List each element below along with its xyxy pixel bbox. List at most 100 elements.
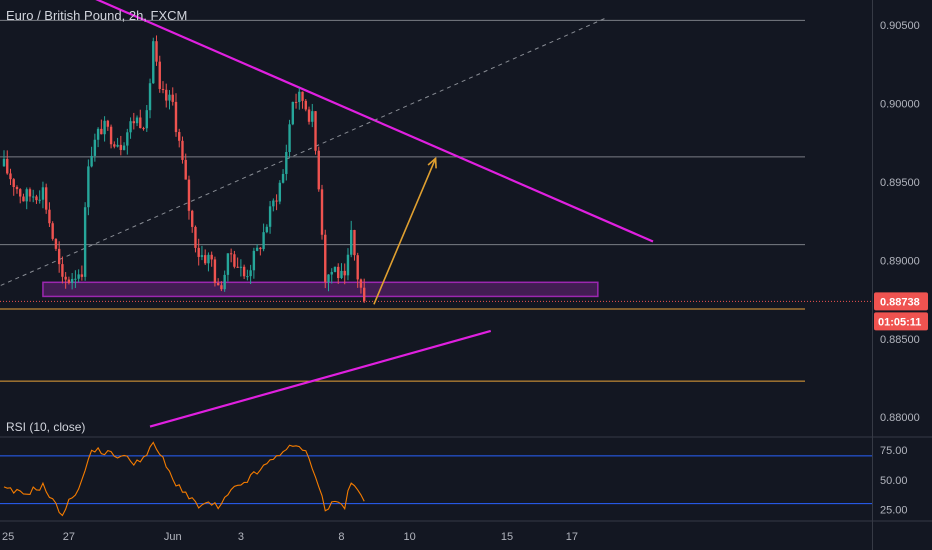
candle-body: [255, 247, 259, 251]
candle-body: [51, 223, 54, 239]
candle-body: [142, 128, 145, 130]
candle-body: [9, 173, 12, 180]
trendlines[interactable]: [0, 0, 654, 428]
candle-body: [148, 83, 152, 111]
candle-body: [301, 91, 304, 101]
candle-body: [57, 248, 61, 265]
projection-arrow[interactable]: [373, 156, 437, 305]
candle-body: [242, 266, 246, 277]
arrow-head: [427, 156, 437, 169]
candle-body: [178, 132, 181, 141]
candle-body: [113, 144, 116, 147]
time-tick-label: 3: [238, 531, 244, 543]
candle-body: [272, 200, 275, 207]
candle-body: [307, 109, 311, 122]
candle-body: [298, 91, 301, 103]
candle-body: [330, 271, 333, 275]
candle-body: [6, 158, 9, 174]
price-tick-label: 0.88500: [880, 334, 920, 346]
candle-body: [268, 206, 272, 227]
price-axis[interactable]: 0.90500 0.90000 0.89500 0.89000 0.88500 0.880…: [874, 20, 928, 424]
candle-body: [229, 253, 233, 255]
rsi-axis[interactable]: 75.00 50.00 25.00: [880, 445, 908, 517]
candle-body: [213, 259, 217, 284]
last-price-tag: [874, 292, 928, 311]
candle-body: [116, 144, 119, 147]
rsi-polyline: [3, 441, 365, 517]
candle-body: [15, 186, 19, 190]
candle-body: [38, 199, 41, 201]
candle-body: [90, 155, 93, 167]
candle-body: [200, 255, 204, 257]
candle-body: [32, 196, 35, 198]
price-tick-label: 0.90000: [880, 99, 920, 111]
candle-body: [246, 276, 249, 278]
candle-body: [132, 121, 135, 124]
candle-body: [362, 287, 366, 302]
candle-body: [184, 159, 187, 180]
support-zone-rect: [42, 281, 599, 298]
countdown-value: 01:05:11: [878, 316, 921, 328]
candle-body: [317, 150, 320, 190]
candle-body: [74, 278, 77, 280]
support-zone[interactable]: [42, 281, 599, 298]
time-tick-label: 17: [566, 531, 578, 543]
candle-body: [262, 232, 265, 250]
candle-body: [265, 226, 269, 233]
candle-body: [294, 101, 298, 103]
candle-body: [106, 120, 110, 127]
candle-body: [48, 209, 51, 224]
candle-body: [259, 247, 262, 250]
candle-body: [233, 254, 236, 267]
candle-body: [291, 101, 295, 125]
candles: [2, 35, 366, 303]
candle-body: [109, 126, 113, 145]
candle-body: [64, 276, 67, 280]
candle-body: [353, 229, 356, 256]
time-tick-label: 27: [63, 531, 75, 543]
candle-body: [350, 229, 353, 255]
candle-body: [103, 120, 106, 135]
candle-body: [343, 270, 346, 276]
time-tick-label: Jun: [164, 531, 182, 543]
candle-body: [356, 255, 359, 280]
candle-body: [41, 187, 45, 200]
price-tick-label: 0.89500: [880, 177, 920, 189]
candle-body: [155, 41, 158, 62]
candle-body: [54, 238, 58, 249]
candle-body: [80, 274, 84, 277]
time-tick-label: 25: [2, 531, 14, 543]
candle-body: [278, 182, 282, 202]
candle-body: [139, 117, 142, 129]
candle-body: [87, 166, 90, 208]
rsi-title: RSI (10, close): [6, 420, 86, 434]
time-tick-label: 15: [501, 531, 513, 543]
candle-body: [158, 61, 161, 89]
candle-body: [239, 266, 243, 268]
candle-body: [70, 278, 74, 283]
chart-title: Euro / British Pound, 2h, FXCM: [6, 8, 188, 23]
candle-body: [314, 111, 317, 151]
candle-body: [249, 270, 252, 277]
candle-body: [12, 179, 15, 187]
horizontal-levels[interactable]: [0, 19, 872, 382]
candle-body: [285, 151, 288, 174]
candle-body: [324, 234, 327, 283]
rsi-line: [3, 441, 365, 517]
time-tick-label: 10: [404, 531, 416, 543]
rsi-tick-label: 75.00: [880, 445, 908, 457]
candle-body: [311, 111, 314, 122]
candle-body: [187, 179, 191, 211]
candle-body: [22, 196, 25, 202]
candle-body: [197, 247, 200, 257]
candle-body: [223, 274, 226, 290]
last-price-value: 0.88738: [880, 296, 920, 308]
candle-body: [337, 266, 340, 279]
trendline: [95, 0, 654, 243]
time-tick-label: 8: [338, 531, 344, 543]
candle-body: [96, 128, 100, 140]
time-axis[interactable]: 25 27 Jun 3 8 10 15 17: [2, 531, 578, 543]
candle-body: [236, 266, 239, 268]
